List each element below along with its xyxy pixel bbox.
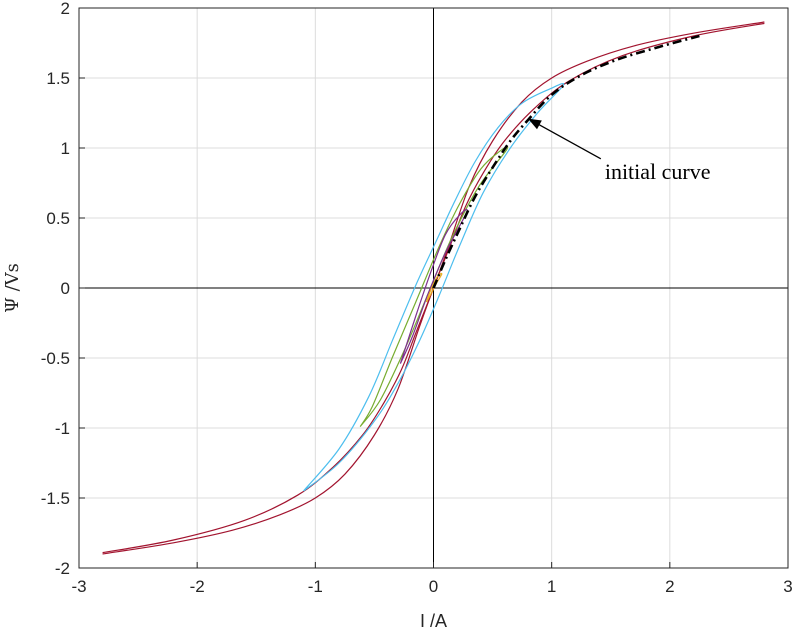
y-tick-label: 1	[61, 139, 70, 158]
hysteresis-loop-line-6	[425, 272, 443, 303]
x-tick-label: 0	[429, 577, 438, 596]
y-tick-label: -0.5	[41, 349, 70, 368]
y-tick-label: 1.5	[46, 69, 70, 88]
annotation: initial curve	[527, 118, 711, 184]
hysteresis-loop-line-5	[399, 208, 468, 364]
y-tick-label: -2	[55, 559, 70, 578]
initial-curve-line	[432, 34, 700, 289]
hysteresis-loop-line-4	[359, 146, 509, 427]
y-tick-label: 0.5	[46, 209, 70, 228]
x-tick-label: -3	[71, 577, 86, 596]
annotation-arrowhead	[528, 118, 542, 130]
y-tick-label: -1	[55, 419, 70, 438]
y-axis-label: Ψ /Vs	[2, 263, 23, 313]
series-layer	[102, 21, 765, 555]
tick-labels: -3 -2 -1 0 1 2 3-2-1.5-1-0.500.511.52	[41, 0, 793, 596]
x-axis-label: I /A	[420, 611, 447, 631]
x-tick-label: 3	[783, 577, 792, 596]
x-tick-label: 2	[665, 577, 674, 596]
y-tick-label: -1.5	[41, 489, 70, 508]
y-tick-label: 0	[61, 279, 70, 298]
annotation-arrow	[527, 118, 602, 160]
x-tick-label: 1	[547, 577, 556, 596]
x-tick-label: -1	[308, 577, 323, 596]
annotation-text: initial curve	[605, 159, 711, 184]
x-tick-label: -2	[190, 577, 205, 596]
y-tick-label: 2	[61, 0, 70, 18]
hysteresis-loop-line-3	[303, 82, 565, 492]
